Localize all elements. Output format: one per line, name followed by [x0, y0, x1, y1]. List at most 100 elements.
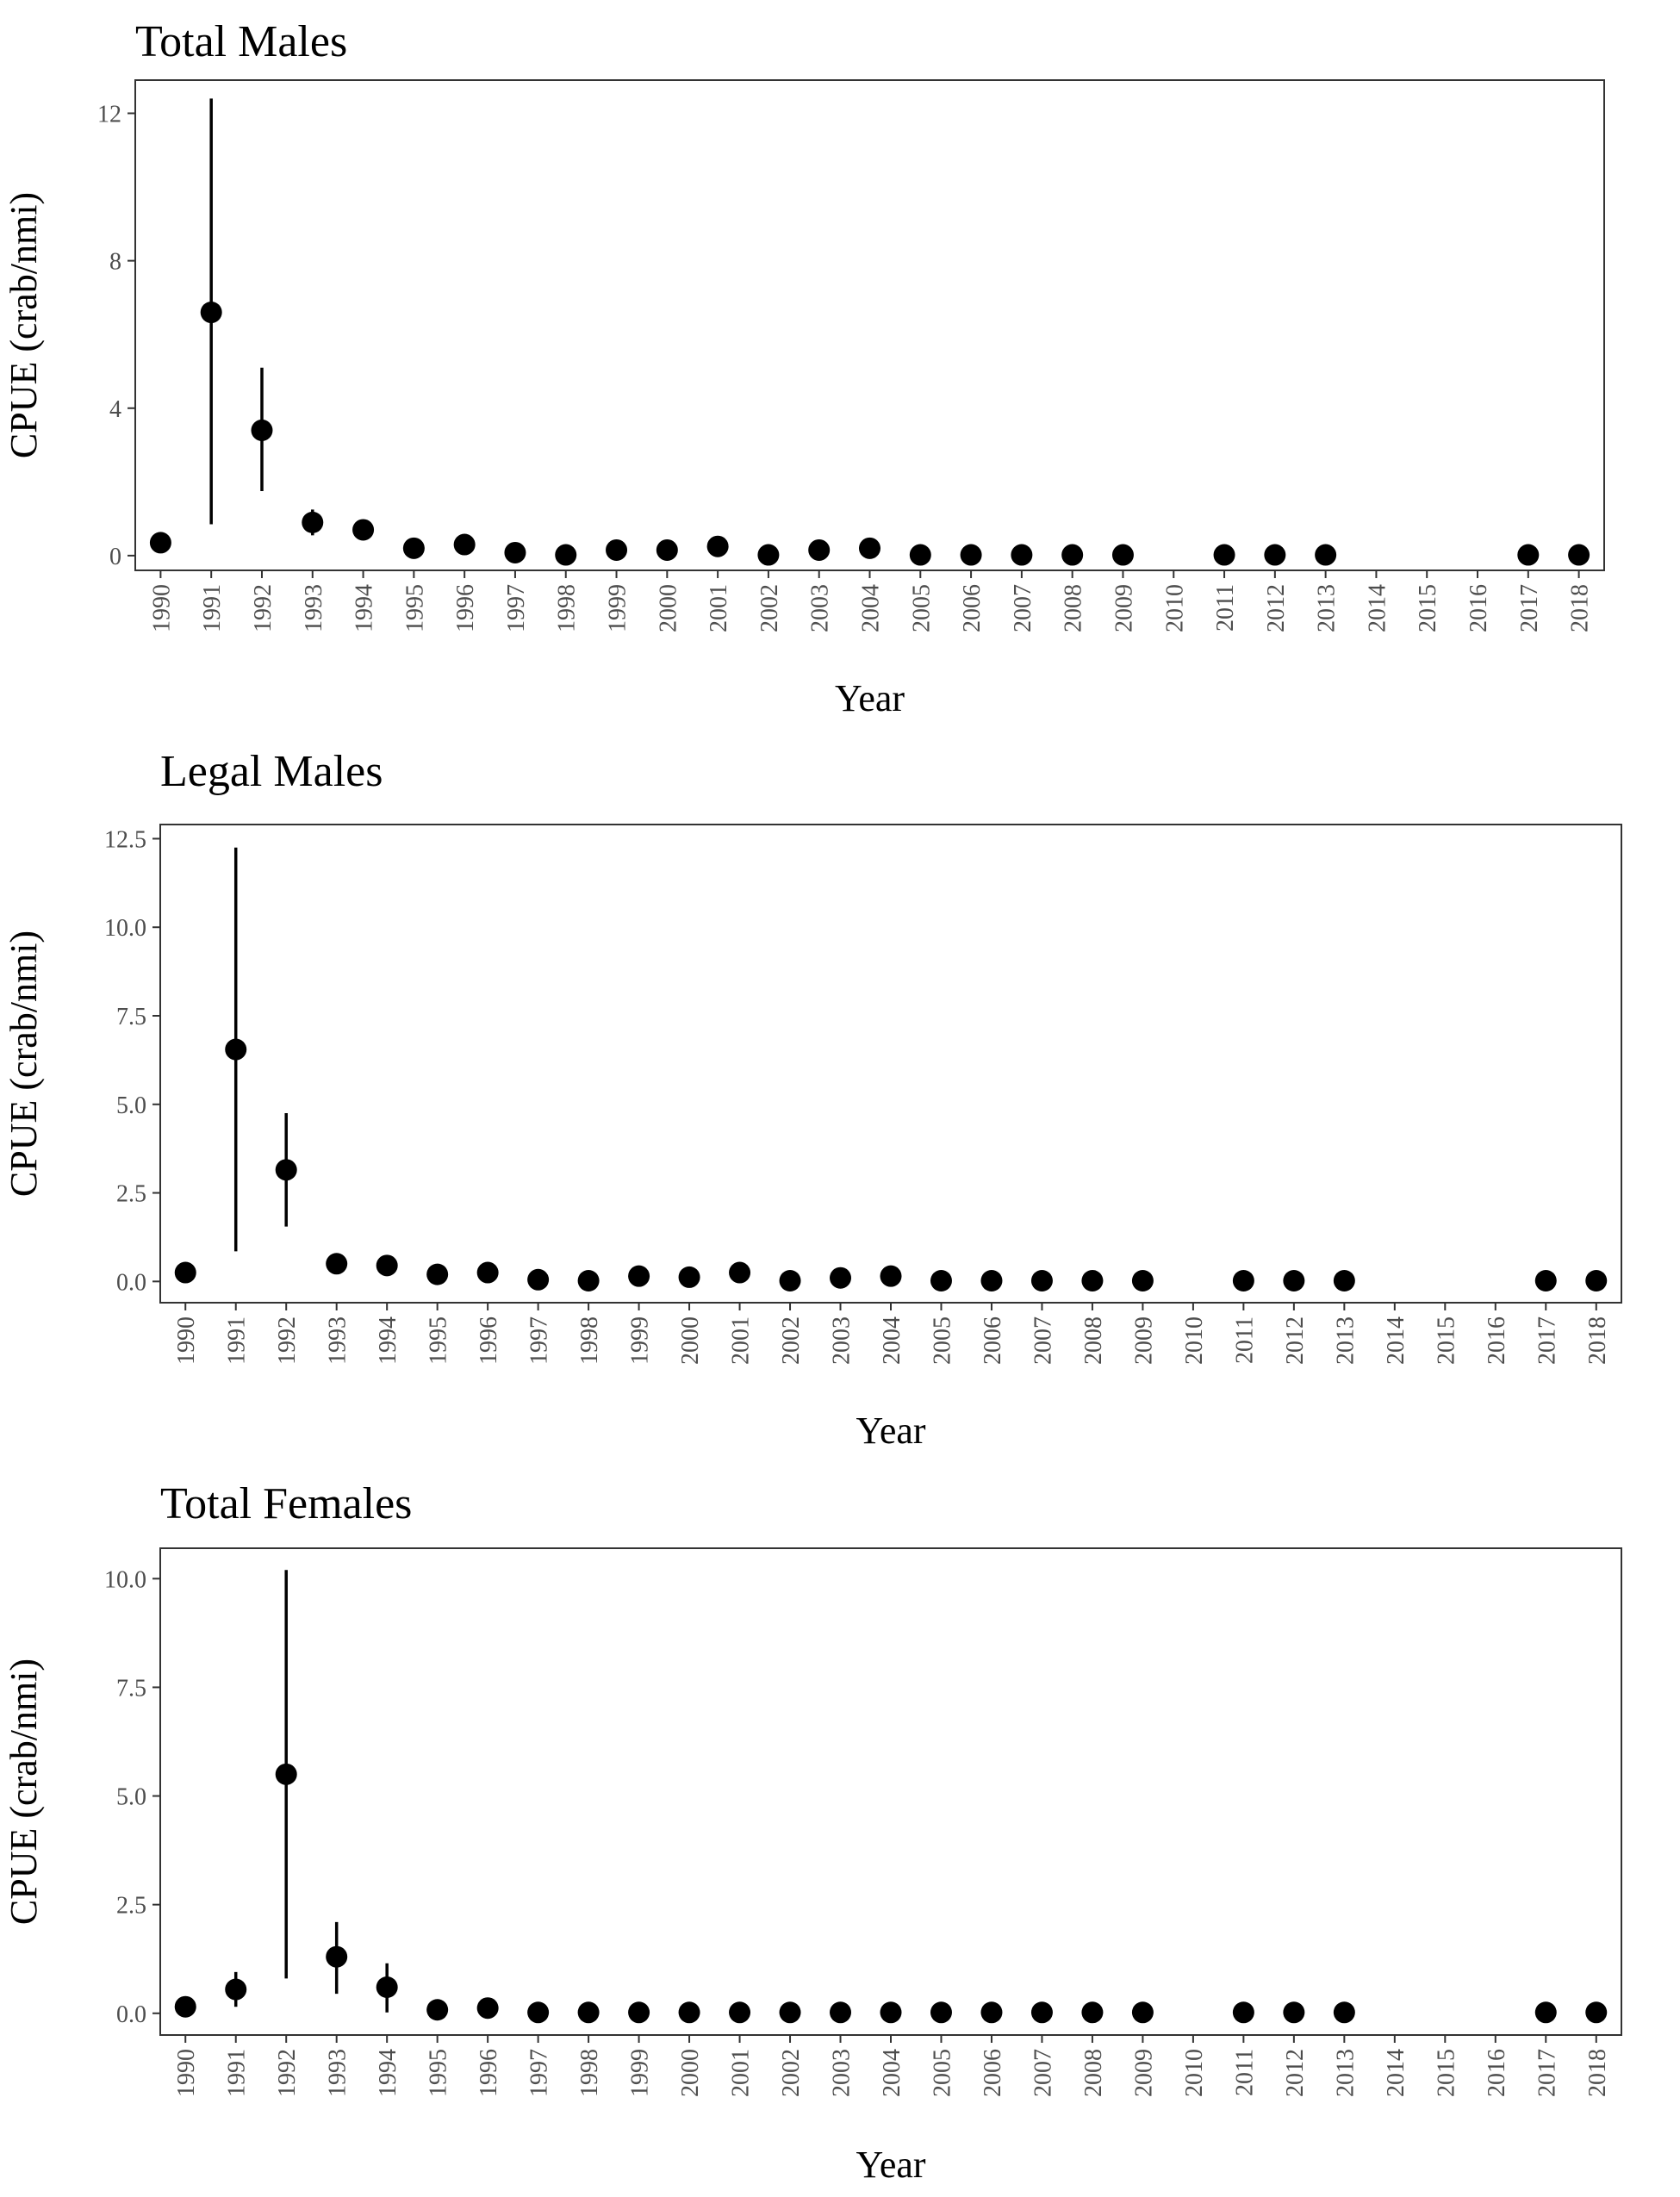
x-axis-label: Year	[856, 2144, 925, 2186]
x-tick-label: 2008	[1080, 2049, 1107, 2097]
data-point	[880, 2001, 902, 2024]
x-tick-label: 2009	[1111, 584, 1137, 632]
data-point	[656, 538, 678, 561]
y-tick-label: 7.5	[116, 1004, 146, 1030]
x-tick-label: 2009	[1130, 2049, 1157, 2097]
data-point	[1568, 544, 1590, 566]
chart-title: Total Males	[135, 17, 347, 66]
x-tick-label: 1999	[627, 1316, 654, 1365]
x-tick-label: 2015	[1433, 1316, 1459, 1365]
x-tick-label: 1990	[173, 1316, 200, 1365]
data-point	[251, 419, 273, 441]
x-tick-label: 1992	[274, 1316, 301, 1365]
x-tick-label: 2018	[1584, 1316, 1611, 1365]
x-tick-label: 1998	[576, 1316, 603, 1365]
x-tick-label: 2013	[1332, 2049, 1359, 2097]
data-point	[729, 2001, 751, 2024]
x-tick-label: 2007	[1010, 584, 1036, 632]
x-tick-label: 1996	[476, 1316, 502, 1365]
x-tick-label: 1990	[173, 2049, 200, 2097]
data-point	[302, 511, 324, 533]
x-tick-label: 2006	[980, 1316, 1006, 1365]
data-point	[859, 537, 880, 559]
x-tick-label: 2011	[1212, 584, 1239, 632]
x-tick-label: 2012	[1263, 584, 1290, 632]
y-tick-label: 7.5	[116, 1675, 146, 1702]
x-tick-label: 2007	[1030, 2049, 1056, 2097]
x-tick-label: 2001	[706, 584, 732, 632]
x-tick-label: 1995	[426, 2049, 452, 2097]
x-tick-label: 2014	[1364, 584, 1391, 632]
y-tick-label: 4	[109, 396, 121, 423]
data-point	[808, 538, 831, 561]
data-point	[1061, 544, 1084, 566]
x-tick-label: 2014	[1383, 1316, 1409, 1365]
data-point	[376, 1976, 398, 1999]
x-tick-label: 2004	[879, 1316, 905, 1365]
data-point	[757, 544, 780, 566]
data-point	[577, 2001, 600, 2024]
y-tick-label: 10.0	[104, 915, 146, 942]
data-point	[606, 538, 628, 561]
x-tick-label: 2002	[778, 2049, 805, 2097]
data-point	[1333, 2001, 1355, 2024]
data-point	[628, 1265, 650, 1287]
data-point	[476, 1997, 499, 2020]
x-tick-label: 1992	[274, 2049, 301, 2097]
x-tick-label: 2018	[1584, 2049, 1611, 2097]
y-tick-label: 8	[109, 249, 121, 276]
x-tick-label: 2011	[1231, 1316, 1258, 1364]
data-point	[275, 1763, 297, 1785]
panel-border	[159, 824, 1622, 1304]
data-point	[1534, 1270, 1557, 1292]
y-axis-label: CPUE (crab/nmi)	[3, 930, 45, 1197]
data-point	[980, 2001, 1003, 2024]
x-tick-label: 2015	[1433, 2049, 1459, 2097]
data-point	[326, 1253, 348, 1275]
x-tick-label: 2016	[1465, 584, 1492, 632]
data-point	[174, 1261, 196, 1284]
data-point	[1283, 2001, 1305, 2024]
data-point	[326, 1945, 348, 1968]
data-point	[1283, 1270, 1305, 1292]
x-tick-label: 2000	[677, 2049, 704, 2097]
panel-border	[159, 1547, 1622, 2036]
x-tick-label: 1991	[224, 1316, 251, 1365]
x-tick-label: 2012	[1282, 1316, 1309, 1365]
data-point	[1131, 1270, 1154, 1292]
chart-panel-1: Total Males 0 4 8 12 1990 1991 1992 1993 1994 1995…	[3, 17, 1605, 719]
data-point	[225, 1038, 247, 1061]
x-tick-label: 2003	[829, 2049, 856, 2097]
chart-panel-2: Legal Males 0.0 2.5 5.0 7.5 10.0 12.5 1990 1991 1…	[3, 747, 1622, 1452]
data-point	[402, 537, 425, 559]
x-tick-label: 2002	[778, 1316, 805, 1365]
data-point	[352, 519, 375, 541]
x-tick-label: 1993	[325, 2049, 352, 2097]
y-tick-label: 5.0	[116, 1784, 146, 1811]
data-point	[729, 1261, 751, 1284]
data-point	[960, 544, 982, 566]
x-tick-label: 2007	[1030, 1316, 1056, 1365]
x-tick-label: 2015	[1415, 584, 1441, 632]
x-tick-label: 2010	[1161, 584, 1188, 632]
x-tick-label: 2006	[980, 2049, 1006, 2097]
data-point	[930, 2001, 952, 2024]
x-tick-label: 2006	[959, 584, 986, 632]
x-tick-label: 2010	[1181, 2049, 1208, 2097]
x-tick-label: 2004	[879, 2049, 905, 2097]
y-axis-label: CPUE (crab/nmi)	[3, 192, 45, 458]
x-tick-label: 1996	[452, 584, 479, 632]
x-tick-label: 1994	[375, 2049, 401, 2097]
x-tick-label: 2008	[1080, 1316, 1107, 1365]
x-tick-label: 2013	[1332, 1316, 1359, 1365]
data-point	[275, 1159, 297, 1181]
data-point	[527, 2001, 550, 2024]
data-point	[1111, 544, 1134, 566]
data-point	[577, 1270, 600, 1292]
x-tick-label: 1991	[224, 2049, 251, 2097]
data-point	[1011, 544, 1033, 566]
x-tick-label: 2005	[929, 1316, 955, 1365]
x-tick-label: 2017	[1534, 1316, 1560, 1365]
data-point	[376, 1254, 398, 1277]
x-tick-label: 2018	[1567, 584, 1594, 632]
